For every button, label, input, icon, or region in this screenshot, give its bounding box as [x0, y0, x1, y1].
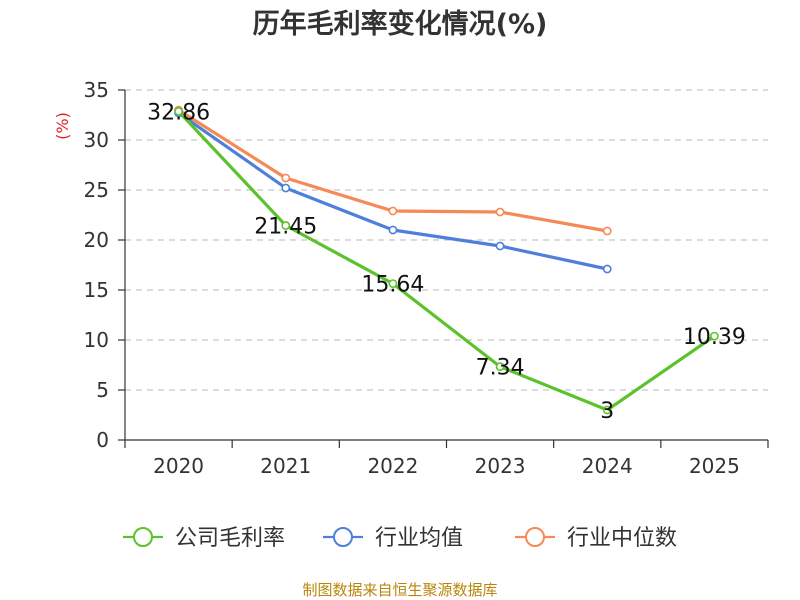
legend-label: 公司毛利率 — [175, 526, 285, 551]
grid-lines — [125, 89, 768, 391]
chart-title: 历年毛利率变化情况(%) — [253, 8, 548, 40]
legend-item-0[interactable]: 公司毛利率 — [123, 526, 285, 551]
data-point[interactable] — [602, 264, 612, 274]
series-line-1 — [177, 111, 608, 271]
legend[interactable]: 公司毛利率 行业均值 行业中位数 — [123, 526, 677, 551]
data-point[interactable] — [495, 241, 505, 251]
data-point[interactable] — [388, 206, 398, 216]
series-0 — [174, 107, 719, 415]
y-axis-label: (%) — [53, 112, 72, 140]
x-tick-label: 2021 — [260, 454, 311, 478]
y-tick-label: 5 — [96, 378, 109, 402]
y-tick-label: 30 — [84, 128, 109, 152]
x-tick-label: 2025 — [689, 454, 740, 478]
data-point[interactable] — [495, 362, 505, 371]
data-point[interactable] — [602, 226, 612, 236]
data-point[interactable] — [495, 207, 505, 217]
data-label: 3 — [600, 399, 614, 424]
x-tick-label: 2020 — [153, 454, 204, 478]
data-label: 10.39 — [683, 325, 746, 350]
data-point[interactable] — [281, 221, 291, 230]
series-1 — [174, 108, 612, 274]
data-point[interactable] — [388, 225, 398, 235]
legend-marker-icon — [525, 527, 545, 547]
series-lines — [174, 105, 719, 415]
data-point[interactable] — [710, 331, 719, 341]
source-note: 制图数据来自恒生聚源数据库 — [302, 581, 497, 599]
series-2 — [174, 105, 612, 236]
data-point[interactable] — [174, 107, 183, 116]
data-label: 15.64 — [361, 273, 424, 298]
x-tick-label: 2023 — [475, 454, 526, 478]
data-point[interactable] — [281, 173, 291, 183]
legend-label: 行业中位数 — [567, 526, 677, 551]
data-label: 21.45 — [254, 215, 317, 240]
x-tick-label: 2022 — [367, 454, 418, 478]
series-line-0 — [177, 110, 716, 412]
legend-item-2[interactable]: 行业中位数 — [515, 526, 677, 551]
data-point[interactable] — [602, 405, 612, 415]
legend-marker-icon — [133, 527, 153, 547]
y-tick-label: 10 — [84, 328, 109, 352]
legend-marker-icon — [333, 527, 353, 547]
legend-label: 行业均值 — [375, 526, 463, 551]
y-tick-label: 25 — [84, 178, 109, 202]
data-point[interactable] — [281, 183, 291, 193]
x-tick-label: 2024 — [582, 454, 633, 478]
data-point[interactable] — [388, 279, 398, 288]
legend-item-1[interactable]: 行业均值 — [323, 526, 463, 551]
y-tick-label: 35 — [84, 78, 109, 102]
y-tick-label: 15 — [84, 278, 109, 302]
y-tick-label: 0 — [96, 428, 109, 452]
data-labels: 32.86 21.45 15.64 7.34 3 10.39 — [147, 100, 746, 424]
data-label: 7.34 — [476, 356, 525, 381]
y-tick-label: 20 — [84, 228, 109, 252]
data-label: 32.86 — [147, 100, 210, 125]
